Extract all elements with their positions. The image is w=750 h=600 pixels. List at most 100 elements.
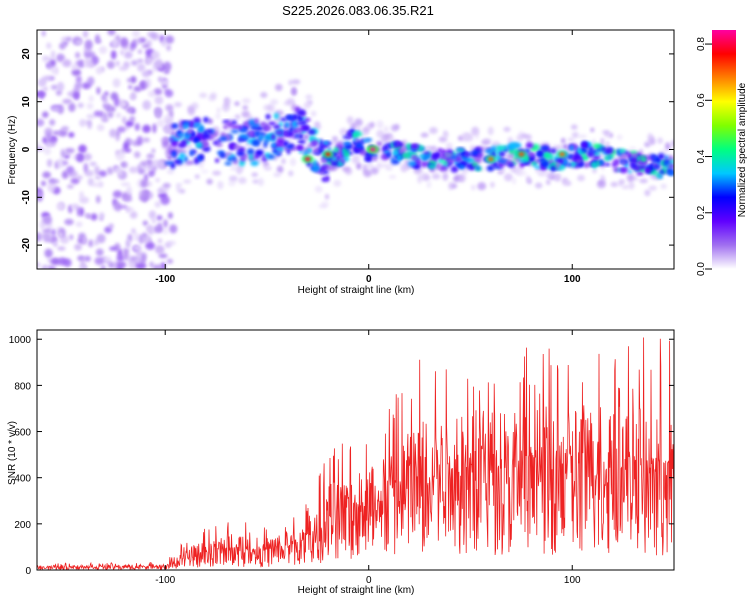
spectrogram-cell — [157, 192, 168, 199]
spectrogram-cell — [312, 147, 320, 154]
spectrogram-cell — [274, 130, 283, 135]
spectrogram-cell — [151, 148, 156, 154]
spectrogram-cell — [101, 93, 107, 102]
spectrogram-cell — [160, 79, 169, 85]
spectrogram-cell — [354, 154, 359, 159]
spectrogram-cell — [167, 212, 173, 219]
spectrogram-cell — [206, 178, 213, 185]
spectrogram-cell — [83, 153, 92, 161]
spectrogram-cell — [223, 124, 228, 130]
spectrogram-cell — [64, 218, 74, 226]
spectrogram-cell — [270, 143, 278, 148]
spectrogram-cell — [185, 160, 195, 165]
spectrogram-cell — [421, 161, 429, 168]
spectrogram-cell — [70, 177, 80, 185]
spectrogram-y-tick-label: -10 — [21, 190, 32, 205]
snr-y-tick-label: 800 — [14, 381, 31, 392]
spectrogram-cell — [183, 179, 192, 184]
spectrogram-cell — [618, 179, 623, 187]
spectrogram-cell — [577, 174, 585, 182]
spectrogram-cell — [166, 44, 171, 52]
spectrogram-cell — [324, 193, 330, 200]
spectrogram-cell — [174, 102, 182, 108]
spectrogram-cell — [555, 162, 561, 169]
spectrogram-x-ticks: -100 0 100 — [155, 30, 581, 285]
spectrogram-cell — [119, 37, 129, 48]
spectrogram-cell — [197, 131, 202, 137]
spectrogram-cell — [525, 134, 532, 140]
spectrogram-cell — [307, 147, 313, 153]
spectrogram-cell — [492, 161, 498, 168]
spectrogram-cell — [371, 156, 378, 161]
spectrogram-cell — [507, 163, 515, 168]
spectrogram-cell — [152, 166, 158, 171]
spectrogram-cell — [227, 180, 236, 187]
spectrogram-cell — [250, 160, 259, 167]
spectrogram-cell — [141, 69, 151, 78]
spectrogram-cell — [550, 148, 557, 154]
spectrogram-cell — [62, 160, 69, 166]
spectrogram-cell — [84, 255, 91, 262]
spectrogram-cell — [71, 63, 79, 71]
spectrogram-cell — [141, 43, 150, 49]
spectrogram-cell — [146, 159, 152, 165]
spectrogram-cell — [228, 175, 238, 182]
spectrogram-cell — [112, 190, 123, 199]
spectrogram-cell — [43, 237, 53, 243]
spectrogram-cell — [284, 121, 290, 128]
spectrogram-cell — [310, 110, 317, 117]
spectrogram-cell — [518, 170, 528, 177]
colorbar-tick-label: 0.6 — [696, 93, 707, 107]
spectrogram-cell — [219, 151, 226, 159]
spectrogram-cell — [499, 151, 506, 157]
colorbar-tick-label: 0.2 — [696, 205, 707, 219]
spectrogram-cell — [150, 32, 160, 41]
spectrogram-cell — [618, 148, 627, 154]
spectrogram-cell — [264, 139, 270, 144]
spectrogram-cell — [43, 147, 52, 156]
spectrogram-cell — [107, 30, 116, 36]
spectrogram-cell — [106, 167, 114, 175]
spectrogram-cell — [194, 174, 200, 179]
spectrogram-cell — [147, 90, 156, 98]
spectrogram-cell — [296, 121, 305, 125]
spectrogram-cell — [210, 92, 217, 99]
spectrogram-cell — [322, 141, 330, 146]
spectrogram-cell — [123, 51, 133, 59]
spectrogram-cell — [92, 56, 100, 65]
spectrogram-cell — [535, 152, 545, 156]
spectrogram-cell — [369, 121, 375, 128]
colorbar-tick-label: 0.0 — [696, 262, 707, 276]
spectrogram-cell — [445, 142, 453, 150]
spectrogram-cell — [115, 112, 122, 118]
spectrogram-cell — [383, 144, 389, 151]
spectrogram-cell — [473, 156, 482, 164]
snr-frame — [36, 329, 675, 571]
spectrogram-cell — [96, 233, 106, 244]
snr-y-tick-label: 200 — [14, 520, 31, 531]
spectrogram-cell — [435, 164, 440, 170]
spectrogram-cell — [311, 136, 317, 141]
spectrogram-cell — [477, 182, 487, 191]
spectrogram-cell — [271, 133, 276, 141]
spectrogram-cell — [299, 134, 304, 139]
spectrogram-cell — [101, 117, 109, 123]
spectrogram-cell — [604, 156, 609, 162]
spectrogram-cell — [164, 35, 175, 44]
spectrogram-cell — [263, 166, 272, 171]
spectrogram-cell — [668, 163, 673, 170]
spectrogram-cell — [171, 150, 177, 158]
spectrogram-cell — [561, 137, 566, 144]
spectrogram-cell — [239, 156, 246, 162]
snr-x-tick-label: -100 — [155, 575, 175, 586]
spectrogram-cell — [87, 239, 94, 248]
spectrogram-cell — [136, 58, 144, 64]
spectrogram-cell — [167, 240, 177, 246]
spectrogram-cell — [173, 159, 183, 165]
spectrogram-cell — [511, 177, 517, 185]
spectrogram-cell — [621, 153, 627, 159]
spectrogram-cell — [534, 165, 541, 169]
spectrogram-cell — [212, 170, 222, 176]
spectrogram-cell — [420, 132, 429, 138]
spectrogram-cell — [138, 168, 145, 175]
